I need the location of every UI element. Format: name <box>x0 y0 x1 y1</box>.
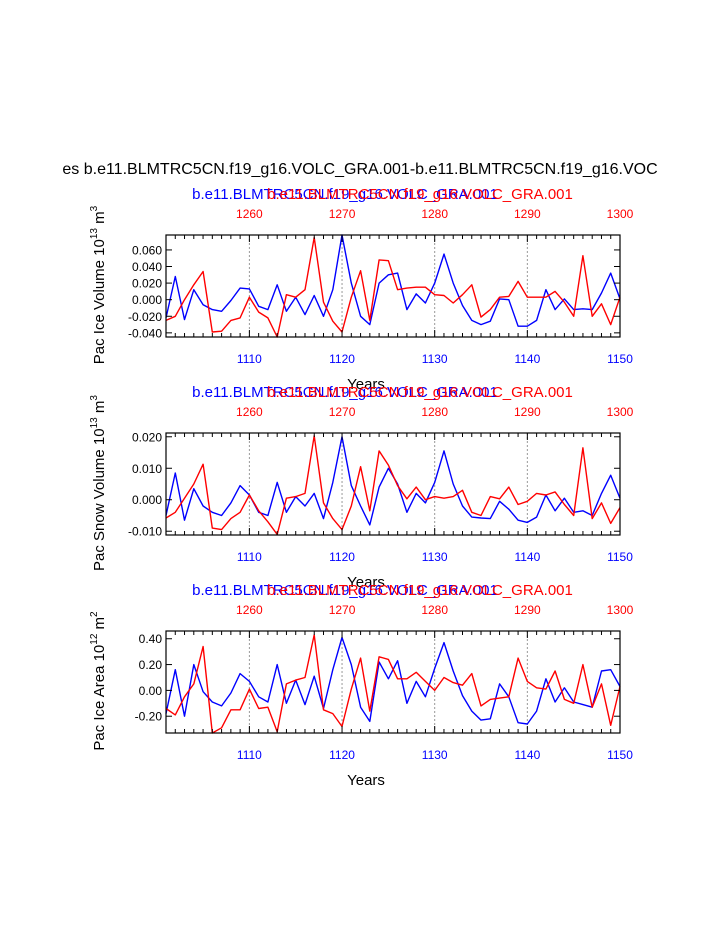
x-tick-label: 1140 <box>514 550 540 564</box>
y-tick-label: 0.060 <box>132 243 162 257</box>
y-tick-label: 0.020 <box>132 430 162 444</box>
top-title-blue: b.e11.BLMTRC5CN.f19_g16.VOLC_GRA.001 <box>192 582 498 599</box>
y-axis-label: Pac Ice Area 1012 m2 <box>89 611 108 751</box>
x-tick-label: 1120 <box>329 550 355 564</box>
x-tick-label: 1120 <box>329 352 355 366</box>
x-tick-label: 1140 <box>514 748 540 762</box>
plot-frame <box>165 630 621 734</box>
y-tick-label: 0.20 <box>139 658 163 672</box>
series-line-blue <box>165 234 621 327</box>
series-line-red <box>165 435 621 536</box>
x-tick-label: 1130 <box>422 352 448 366</box>
x-axis-label: Years <box>347 376 385 393</box>
series-line-red <box>165 236 621 338</box>
top-x-tick-label: 1260 <box>236 207 263 221</box>
top-x-tick-label: 1280 <box>421 207 448 221</box>
x-tick-label: 1130 <box>422 550 448 564</box>
x-tick-label: 1150 <box>607 550 633 564</box>
series-line-red <box>165 634 621 734</box>
y-tick-label: -0.040 <box>128 326 162 340</box>
top-x-tick-label: 1290 <box>514 405 541 419</box>
y-tick-label: -0.010 <box>128 525 162 539</box>
figure-title: es b.e11.BLMTRC5CN.f19_g16.VOLC_GRA.001-… <box>62 161 657 178</box>
x-tick-label: 1150 <box>607 352 633 366</box>
y-tick-label: 0.00 <box>139 684 163 698</box>
x-tick-label: 1140 <box>514 352 540 366</box>
top-title-red: b.e11.BLMTRC5CN.f19_g16.VOLC_GRA.001 <box>267 582 573 599</box>
y-tick-label: 0.000 <box>132 493 162 507</box>
top-title-blue: b.e11.BLMTRC5CN.f19_g16.VOLC_GRA.001 <box>192 186 498 203</box>
x-tick-label: 1110 <box>237 352 262 366</box>
y-tick-label: 0.000 <box>132 293 162 307</box>
panel-snow-volume: b.e11.BLMTRC5CN.f19_g16.VOLC_GRA.001b.e1… <box>89 384 634 591</box>
series-line-blue <box>165 636 621 725</box>
top-x-tick-label: 1270 <box>329 405 356 419</box>
x-tick-label: 1120 <box>329 748 355 762</box>
x-tick-label: 1110 <box>237 550 262 564</box>
y-axis-label: Pac Snow Volume 1013 m3 <box>89 395 108 571</box>
y-tick-label: 0.040 <box>132 260 162 274</box>
top-x-tick-label: 1280 <box>421 405 448 419</box>
y-tick-label: -0.020 <box>128 310 162 324</box>
top-x-tick-label: 1300 <box>607 603 634 617</box>
x-axis-label: Years <box>347 574 385 591</box>
top-title-red: b.e11.BLMTRC5CN.f19_g16.VOLC_GRA.001 <box>267 186 573 203</box>
top-x-tick-label: 1290 <box>514 207 541 221</box>
panel-ice-volume: b.e11.BLMTRC5CN.f19_g16.VOLC_GRA.001b.e1… <box>89 186 634 393</box>
top-x-tick-label: 1270 <box>329 603 356 617</box>
series-line-blue <box>165 436 621 526</box>
y-tick-label: 0.020 <box>132 277 162 291</box>
panel-ice-area: b.e11.BLMTRC5CN.f19_g16.VOLC_GRA.001b.e1… <box>89 582 634 789</box>
x-tick-label: 1150 <box>607 748 633 762</box>
x-tick-label: 1110 <box>237 748 262 762</box>
plot-frame <box>165 234 621 338</box>
top-x-tick-label: 1300 <box>607 405 634 419</box>
plot-frame <box>165 432 621 536</box>
x-axis-label: Years <box>347 772 385 789</box>
y-tick-label: -0.20 <box>135 710 163 724</box>
top-x-tick-label: 1260 <box>236 405 263 419</box>
top-x-tick-label: 1270 <box>329 207 356 221</box>
y-tick-label: 0.010 <box>132 462 162 476</box>
y-axis-label: Pac Ice Volume 1013 m3 <box>89 205 108 364</box>
x-tick-label: 1130 <box>422 748 448 762</box>
top-x-tick-label: 1260 <box>236 603 263 617</box>
top-x-tick-label: 1280 <box>421 603 448 617</box>
y-tick-label: 0.40 <box>139 632 163 646</box>
top-x-tick-label: 1300 <box>607 207 634 221</box>
top-title-red: b.e11.BLMTRC5CN.f19_g16.VOLC_GRA.001 <box>267 384 573 401</box>
top-title-blue: b.e11.BLMTRC5CN.f19_g16.VOLC_GRA.001 <box>192 384 498 401</box>
top-x-tick-label: 1290 <box>514 603 541 617</box>
